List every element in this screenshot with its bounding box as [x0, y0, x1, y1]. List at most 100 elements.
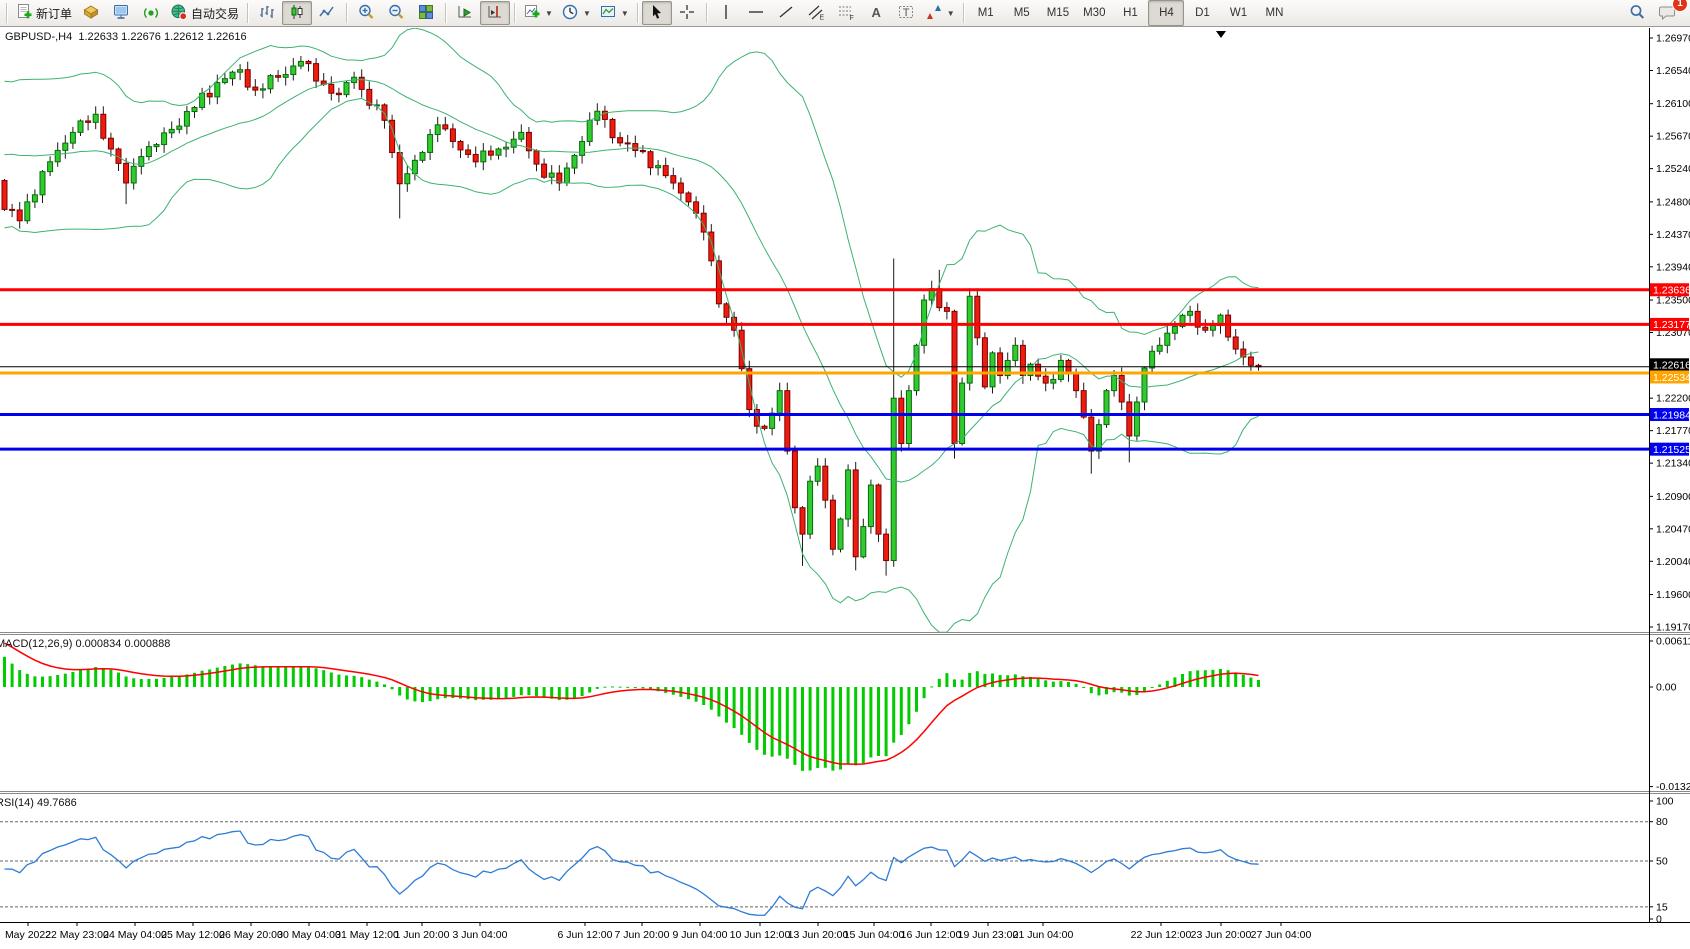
new-order-button[interactable]: 新订单 — [11, 1, 76, 25]
horizontal-line-tool-button[interactable] — [741, 1, 771, 25]
svg-text:23 Jun 20:00: 23 Jun 20:00 — [1191, 929, 1252, 941]
crosshair-tool-button[interactable] — [672, 1, 702, 25]
svg-text:0: 0 — [1656, 914, 1662, 926]
new-chart-button[interactable]: ▼ — [519, 1, 557, 25]
svg-text:80: 80 — [1656, 816, 1668, 828]
svg-text:3 Jun 04:00: 3 Jun 04:00 — [453, 929, 508, 941]
chart-shift-marker — [1216, 31, 1226, 38]
svg-text:6 Jun 12:00: 6 Jun 12:00 — [558, 929, 613, 941]
timeframe-w1-button[interactable]: W1 — [1229, 7, 1248, 19]
notification-badge: 1 — [1672, 0, 1688, 12]
signals-button[interactable] — [136, 1, 166, 25]
equidistant-channel-tool-button[interactable]: E — [801, 1, 831, 25]
svg-text:13 Jun 20:00: 13 Jun 20:00 — [788, 929, 849, 941]
channel-icon: E — [807, 3, 825, 24]
svg-text:1.26100: 1.26100 — [1656, 98, 1690, 110]
svg-text:22 May 23:00: 22 May 23:00 — [45, 929, 109, 941]
toolbar-separator — [6, 3, 7, 23]
toolbar-separator — [346, 3, 348, 23]
timeframe-m1-button[interactable]: M1 — [977, 7, 994, 19]
timeframe-h4-button[interactable]: H4 — [1148, 0, 1185, 26]
svg-text:15 Jun 04:00: 15 Jun 04:00 — [844, 929, 905, 941]
svg-text:24 May 04:00: 24 May 04:00 — [103, 929, 167, 941]
text-label-tool-button[interactable]: T — [891, 1, 921, 25]
market-watch-button[interactable] — [106, 1, 136, 25]
chevron-down-icon: ▼ — [946, 8, 955, 18]
svg-text:31 May 12:00: 31 May 12:00 — [335, 929, 399, 941]
svg-text:1.22200: 1.22200 — [1656, 393, 1690, 405]
macd-label: MACD(12,26,9) — [0, 638, 73, 650]
chart-shift-button[interactable] — [480, 1, 511, 25]
cursor-tool-button[interactable] — [641, 1, 672, 25]
timeframe-m15-button[interactable]: M15 — [1046, 7, 1070, 19]
crosshair-icon — [678, 3, 696, 24]
rsi-label: RSI(14) — [0, 797, 34, 809]
svg-text:27 Jun 04:00: 27 Jun 04:00 — [1251, 929, 1312, 941]
tile-windows-icon — [417, 3, 435, 24]
auto-scroll-icon — [456, 3, 474, 24]
trendline-icon — [777, 3, 795, 24]
line-chart-icon — [318, 3, 336, 24]
timeframe-m30-button[interactable]: M30 — [1083, 7, 1106, 19]
svg-text:1.23177: 1.23177 — [1653, 319, 1690, 331]
timeframe-m5-button[interactable]: M5 — [1013, 7, 1030, 19]
svg-text:1.23940: 1.23940 — [1656, 261, 1690, 273]
svg-text:50: 50 — [1656, 856, 1668, 868]
clock-icon — [561, 3, 579, 24]
svg-text:26 May 20:00: 26 May 20:00 — [219, 929, 283, 941]
search-button[interactable] — [1622, 1, 1652, 25]
cursor-arrow-icon — [648, 3, 666, 24]
zoom-in-button[interactable] — [351, 1, 381, 25]
svg-text:21 Jun 04:00: 21 Jun 04:00 — [1013, 929, 1074, 941]
svg-text:22 Jun 12:00: 22 Jun 12:00 — [1131, 929, 1192, 941]
text-tool-button[interactable]: A — [861, 1, 891, 25]
svg-text:1.26970: 1.26970 — [1656, 33, 1690, 45]
auto-scroll-button[interactable] — [450, 1, 480, 25]
period-button[interactable]: ▼ — [557, 1, 595, 25]
vertical-line-tool-button[interactable] — [711, 1, 741, 25]
timeframe-group: M1 M5 M15 M30 H1 H4 D1 W1 MN — [968, 0, 1293, 26]
svg-text:E: E — [819, 14, 824, 21]
line-chart-mode-button[interactable] — [312, 1, 342, 25]
tile-windows-button[interactable] — [411, 1, 441, 25]
autotrading-button[interactable]: 自动交易 — [166, 1, 243, 25]
bar-chart-mode-button[interactable] — [252, 1, 282, 25]
trendline-tool-button[interactable] — [771, 1, 801, 25]
template-button[interactable]: ▼ — [595, 1, 633, 25]
svg-text:19 Jun 23:00: 19 Jun 23:00 — [958, 929, 1019, 941]
svg-text:A: A — [871, 5, 881, 20]
timeframe-d1-button[interactable]: D1 — [1195, 7, 1210, 19]
chart-shift-icon — [486, 3, 504, 24]
timeframe-h1-button[interactable]: H1 — [1123, 7, 1138, 19]
fibonacci-tool-button[interactable]: F — [831, 1, 861, 25]
history-center-button[interactable] — [76, 1, 106, 25]
svg-text:-0.01324: -0.01324 — [1656, 781, 1690, 793]
svg-text:1.23500: 1.23500 — [1656, 295, 1690, 307]
signal-icon — [142, 3, 160, 24]
svg-text:1.20470: 1.20470 — [1656, 523, 1690, 535]
svg-text:0.006114: 0.006114 — [1656, 636, 1690, 648]
svg-text:1.21770: 1.21770 — [1656, 425, 1690, 437]
svg-text:0.00: 0.00 — [1656, 682, 1677, 694]
svg-text:1.21984: 1.21984 — [1653, 409, 1690, 421]
timeframe-mn-button[interactable]: MN — [1265, 7, 1284, 19]
chart-title: GBPUSD-,H4 1.22633 1.22676 1.22612 1.226… — [5, 31, 247, 43]
ohlc-bars-icon — [258, 3, 276, 24]
arrows-icon — [925, 3, 943, 24]
rsi-indicator-label: RSI(14) 49.7686 — [0, 797, 77, 809]
zoom-in-icon — [357, 3, 375, 24]
zoom-out-button[interactable] — [381, 1, 411, 25]
toolbar-separator — [962, 3, 964, 23]
autotrading-label: 自动交易 — [191, 6, 240, 21]
candlestick-mode-button[interactable] — [282, 1, 313, 25]
horizontal-line-icon — [747, 3, 765, 24]
text-label-icon: T — [897, 3, 915, 24]
toolbar: 新订单 自动交易 — [0, 0, 1690, 27]
svg-text:1.26540: 1.26540 — [1656, 65, 1690, 77]
gold-box-icon — [82, 3, 100, 24]
arrows-tool-button[interactable]: ▼ — [921, 1, 959, 25]
notifications-button[interactable]: 1 — [1652, 0, 1688, 25]
toolbar-separator — [247, 3, 249, 23]
